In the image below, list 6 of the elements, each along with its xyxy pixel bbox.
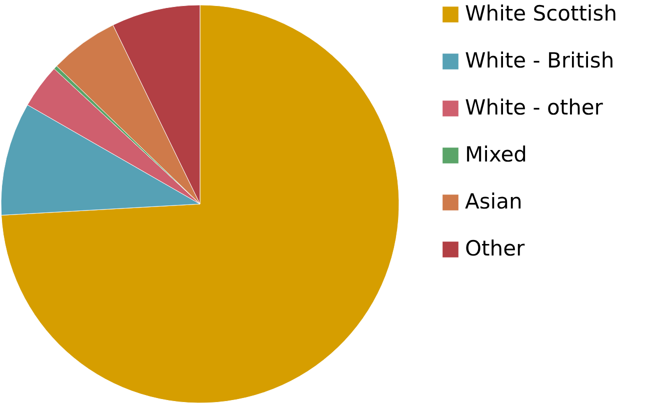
legend-label: Other: [465, 236, 525, 260]
legend-label: Asian: [465, 190, 522, 214]
legend-label: Mixed: [465, 142, 527, 166]
legend-label: White - other: [465, 96, 604, 120]
legend-label: White Scottish: [465, 2, 618, 26]
legend-label: White - British: [465, 48, 614, 72]
